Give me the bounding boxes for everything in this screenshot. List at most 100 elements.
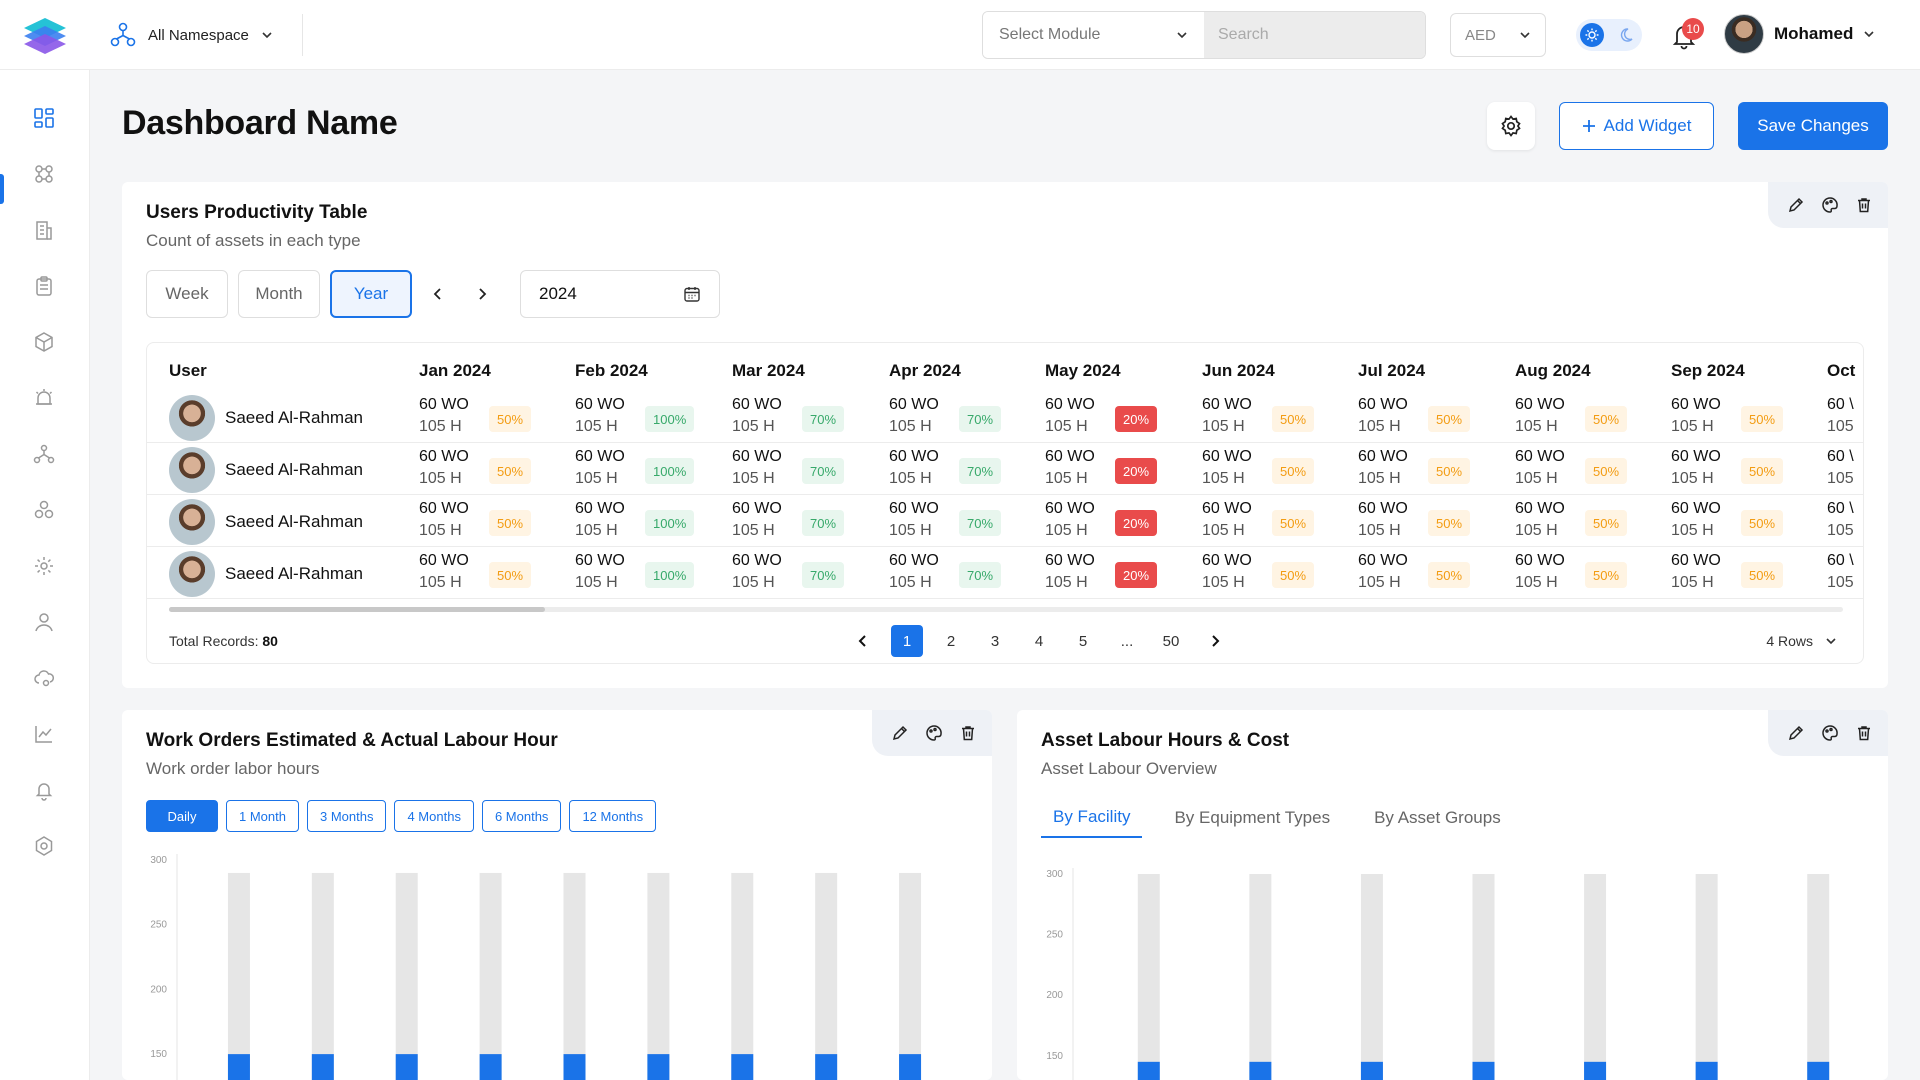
trash-icon[interactable]: [958, 723, 978, 743]
trash-icon[interactable]: [1854, 195, 1874, 215]
bar-actual[interactable]: [1807, 1061, 1830, 1080]
user-icon[interactable]: [28, 606, 60, 638]
search-input[interactable]: Search: [1204, 12, 1425, 58]
chip-12-months[interactable]: 12 Months: [569, 800, 657, 832]
bar-actual[interactable]: [1584, 1061, 1607, 1080]
edit-icon[interactable]: [1786, 723, 1806, 743]
chevron-left-icon[interactable]: [428, 282, 448, 306]
bar-actual[interactable]: [899, 1054, 922, 1080]
network-icon[interactable]: [28, 438, 60, 470]
table-row[interactable]: Saeed Al-Rahman 60 WO 105 H 50% 60 WO 105 H 10…: [147, 443, 1863, 495]
year-picker[interactable]: 2024: [520, 270, 720, 318]
box-icon[interactable]: [28, 326, 60, 358]
dashboard-icon[interactable]: [28, 102, 60, 134]
cloud-settings-icon[interactable]: [28, 662, 60, 694]
bar-actual[interactable]: [1695, 1061, 1718, 1080]
tab-by-asset-groups[interactable]: By Asset Groups: [1374, 808, 1501, 827]
bar-estimated[interactable]: [899, 872, 922, 1080]
bar-estimated[interactable]: [815, 872, 838, 1080]
bar-estimated[interactable]: [563, 872, 586, 1080]
bar-actual[interactable]: [1360, 1061, 1383, 1080]
bar-actual[interactable]: [815, 1054, 838, 1080]
bar-estimated[interactable]: [647, 872, 670, 1080]
bar-actual[interactable]: [563, 1054, 586, 1080]
cluster-icon[interactable]: [28, 494, 60, 526]
percent-badge: 70%: [959, 510, 1002, 536]
month-cell: 60 WO 105 H 50%: [1671, 396, 1821, 440]
bar-estimated[interactable]: [1472, 874, 1495, 1080]
bar-actual[interactable]: [1137, 1061, 1160, 1080]
palette-icon[interactable]: [924, 723, 944, 743]
bar-actual[interactable]: [1249, 1061, 1272, 1080]
chip-4-months[interactable]: 4 Months: [394, 800, 474, 832]
widget-subtitle: Asset Labour Overview: [1041, 759, 1217, 778]
palette-icon[interactable]: [1820, 195, 1840, 215]
scrollbar-thumb[interactable]: [169, 607, 545, 612]
bar-actual[interactable]: [227, 1054, 250, 1080]
table-row[interactable]: Saeed Al-Rahman 60 WO 105 H 50% 60 WO 105 H 10…: [147, 391, 1863, 443]
bar-estimated[interactable]: [1584, 874, 1607, 1080]
bar-actual[interactable]: [1472, 1061, 1495, 1080]
alarm-icon[interactable]: [28, 382, 60, 414]
bar-estimated[interactable]: [1249, 874, 1272, 1080]
theme-toggle[interactable]: [1576, 19, 1642, 51]
apps-icon[interactable]: [28, 158, 60, 190]
bell-icon[interactable]: [28, 774, 60, 806]
page-button[interactable]: 4: [1034, 632, 1044, 650]
bar-actual[interactable]: [479, 1054, 502, 1080]
bar-estimated[interactable]: [1695, 874, 1718, 1080]
period-tabs: Week Month Year: [146, 270, 412, 318]
tab-week[interactable]: Week: [146, 270, 228, 318]
edit-icon[interactable]: [1786, 195, 1806, 215]
chip-daily[interactable]: Daily: [146, 800, 218, 832]
tab-by-equipment-types[interactable]: By Equipment Types: [1174, 808, 1331, 827]
page-button[interactable]: 50: [1162, 632, 1180, 650]
bar-estimated[interactable]: [1360, 874, 1383, 1080]
bar-estimated[interactable]: [1807, 874, 1830, 1080]
bar-actual[interactable]: [647, 1054, 670, 1080]
page-button[interactable]: 2: [946, 632, 956, 650]
bar-estimated[interactable]: [227, 872, 250, 1080]
namespace-selector[interactable]: All Namespace: [110, 20, 273, 50]
chip-3-months[interactable]: 3 Months: [306, 800, 387, 832]
user-cell: Saeed Al-Rahman: [169, 447, 363, 493]
add-widget-button[interactable]: Add Widget: [1559, 102, 1714, 150]
horizontal-scrollbar[interactable]: [169, 607, 1843, 612]
bar-estimated[interactable]: [1137, 874, 1160, 1080]
line-chart-icon[interactable]: [28, 718, 60, 750]
trash-icon[interactable]: [1854, 723, 1874, 743]
page-button[interactable]: 3: [990, 632, 1000, 650]
chevron-left-icon[interactable]: [847, 625, 879, 657]
bar-estimated[interactable]: [731, 872, 754, 1080]
chevron-right-icon[interactable]: [1199, 625, 1231, 657]
bar-estimated[interactable]: [311, 872, 334, 1080]
tab-year[interactable]: Year: [330, 270, 412, 318]
palette-icon[interactable]: [1820, 723, 1840, 743]
edit-icon[interactable]: [890, 723, 910, 743]
chevron-right-icon[interactable]: [472, 282, 492, 306]
building-icon[interactable]: [28, 214, 60, 246]
table-row[interactable]: Saeed Al-Rahman 60 WO 105 H 50% 60 WO 105 H 10…: [147, 495, 1863, 547]
bar-estimated[interactable]: [479, 872, 502, 1080]
save-changes-button[interactable]: Save Changes: [1738, 102, 1888, 150]
chip-6-months[interactable]: 6 Months: [481, 800, 562, 832]
currency-select[interactable]: AED: [1450, 13, 1546, 57]
app-logo[interactable]: [20, 14, 70, 56]
cog-alt-icon[interactable]: [28, 830, 60, 862]
tab-month[interactable]: Month: [238, 270, 320, 318]
bar-actual[interactable]: [395, 1054, 418, 1080]
chip-1-month[interactable]: 1 Month: [226, 800, 299, 832]
table-row[interactable]: Saeed Al-Rahman 60 WO 105 H 50% 60 WO 105 H 10…: [147, 547, 1863, 599]
clipboard-icon[interactable]: [28, 270, 60, 302]
gear-icon[interactable]: [28, 550, 60, 582]
dashboard-settings-button[interactable]: [1487, 102, 1535, 150]
bar-estimated[interactable]: [395, 872, 418, 1080]
tab-by-facility[interactable]: By Facility: [1041, 798, 1143, 838]
user-menu[interactable]: Mohamed: [1724, 14, 1875, 54]
module-select[interactable]: Select Module: [983, 12, 1204, 58]
page-button[interactable]: 5: [1078, 632, 1088, 650]
page-button[interactable]: 1: [891, 625, 923, 657]
bar-actual[interactable]: [311, 1054, 334, 1080]
rows-per-page-select[interactable]: 4 Rows: [1766, 633, 1837, 649]
bar-actual[interactable]: [731, 1054, 754, 1080]
